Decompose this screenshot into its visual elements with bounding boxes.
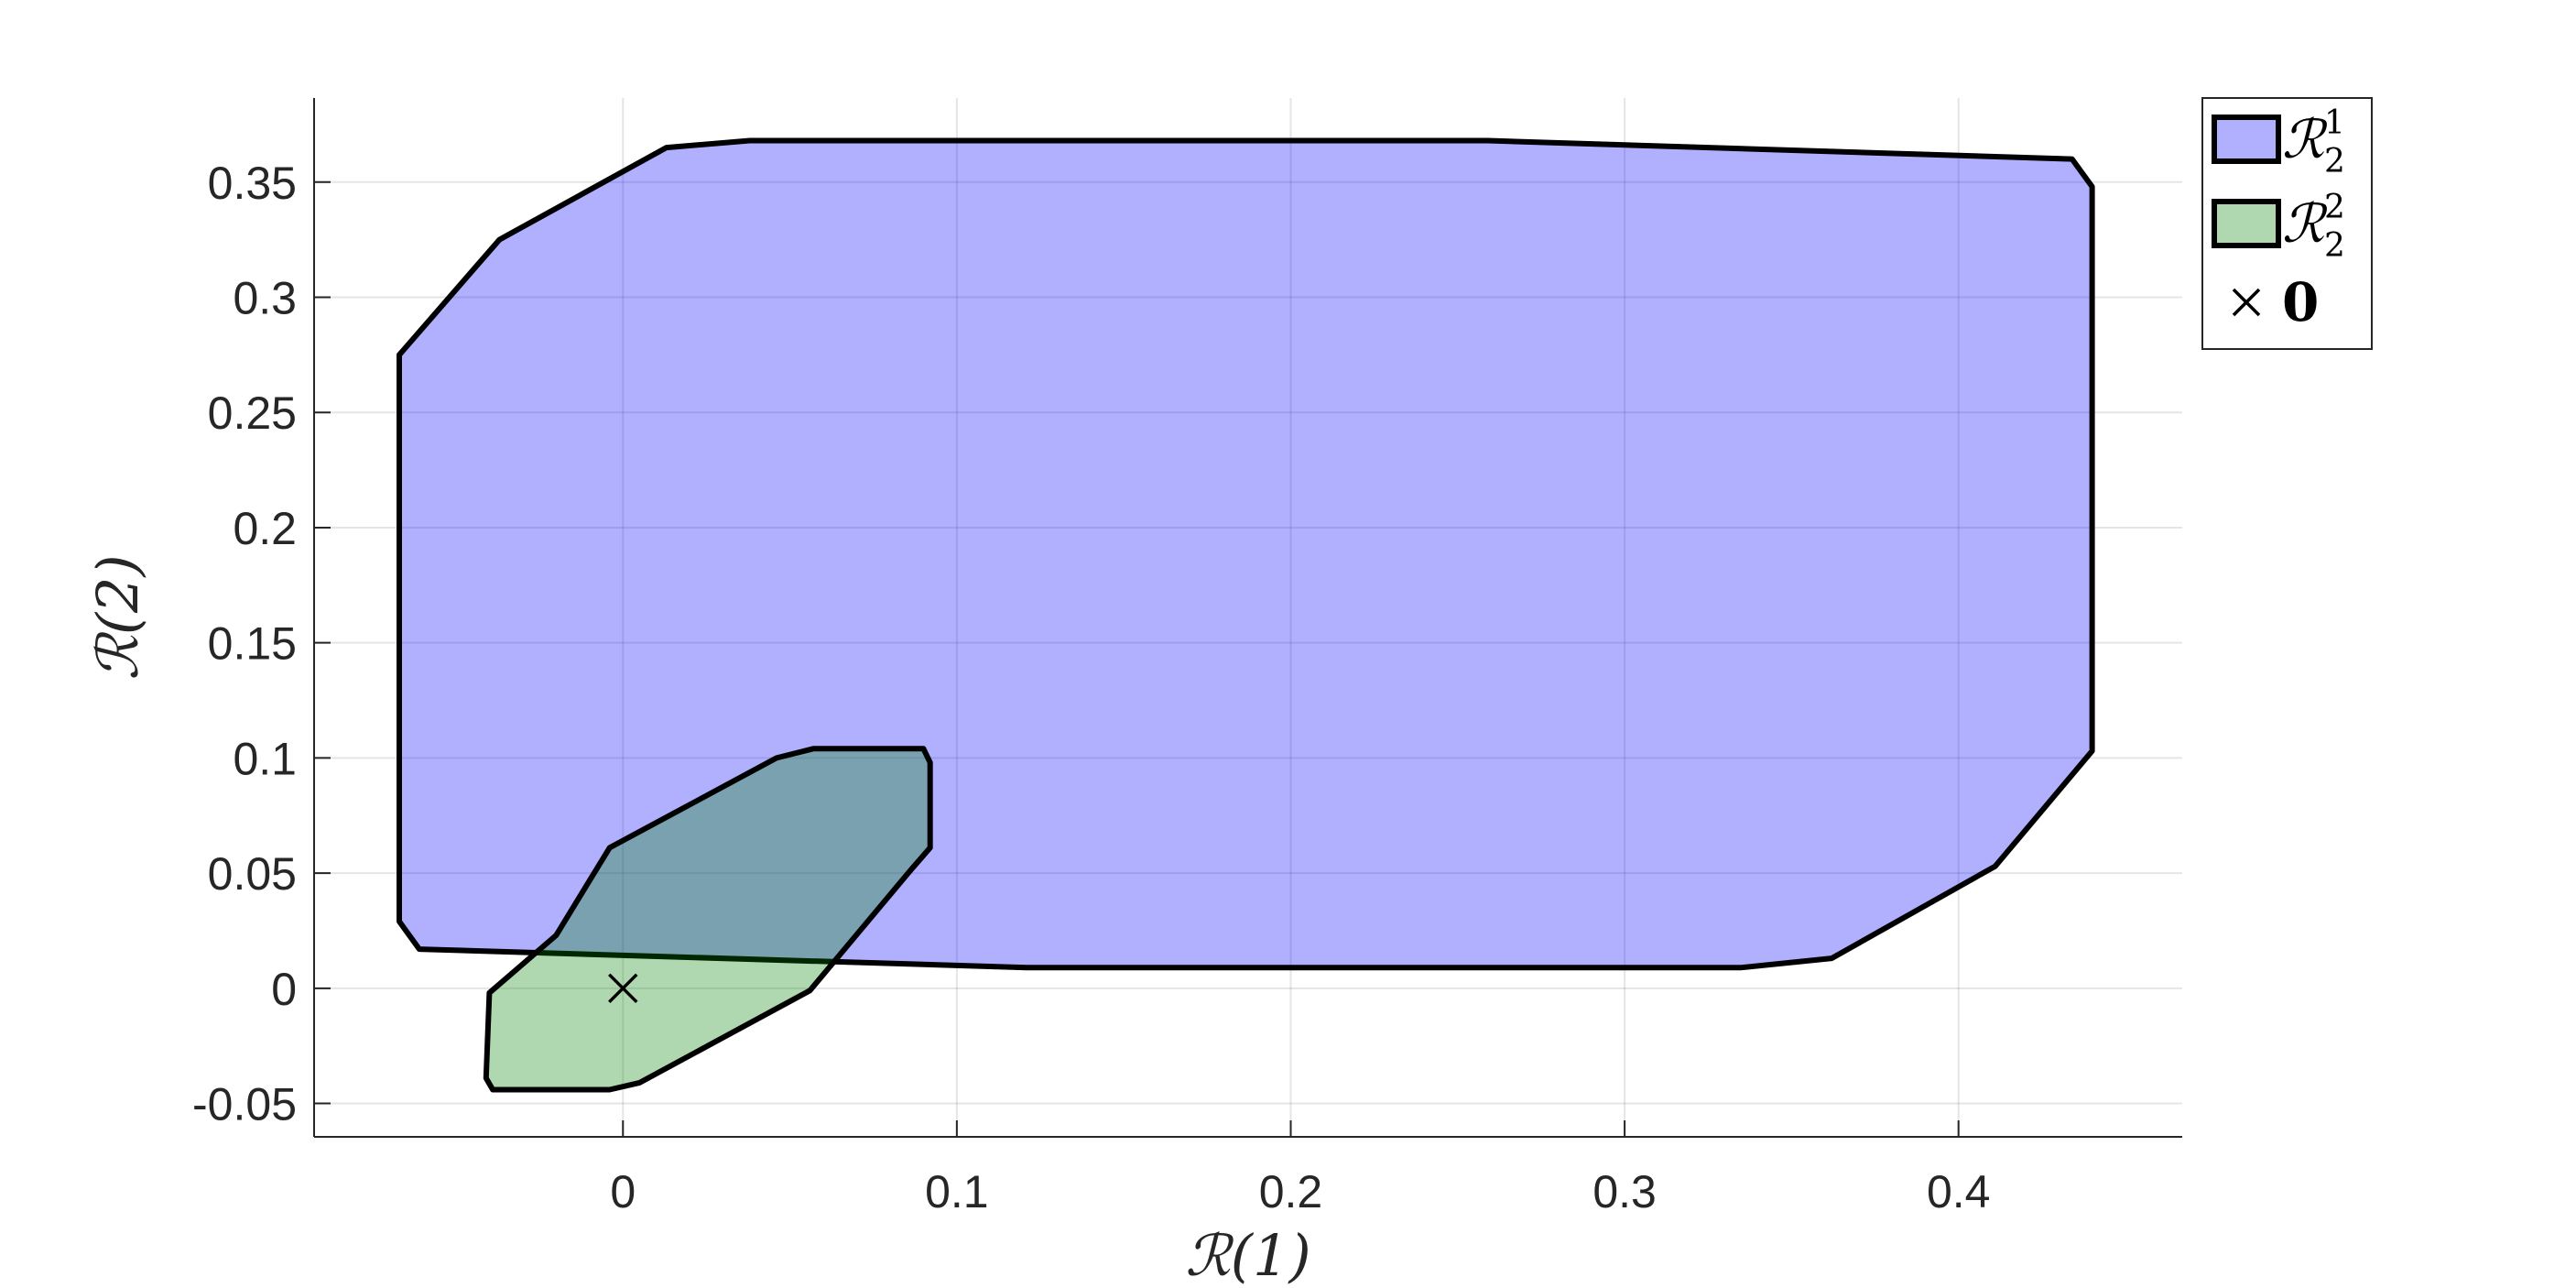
grid-lines <box>314 98 2182 1137</box>
legend-swatch <box>2212 199 2281 248</box>
x-axis-label: ℛ(1) <box>1185 1222 1310 1288</box>
x-tick-label: 0.1 <box>925 1166 989 1217</box>
y-tick-label: 0.2 <box>233 503 297 554</box>
legend-superscript: 1 <box>2324 104 2345 142</box>
markers <box>608 973 638 1004</box>
x-tick-label: 0.3 <box>1592 1166 1657 1217</box>
legend-subscript: 2 <box>2324 143 2345 180</box>
y-tick-label: 0 <box>271 964 297 1015</box>
y-tick-label: 0.3 <box>233 272 297 323</box>
legend-label: ℛ <box>2282 108 2328 170</box>
y-tick-label: -0.05 <box>192 1079 297 1130</box>
legend: ℛ 12ℛ 22𝟎 <box>2201 97 2373 350</box>
x-ticks: 0 0.1 0.2 0.3 0.4 <box>610 1120 1990 1217</box>
x-tick-label: 0 <box>610 1166 636 1217</box>
y-tick-label: 0.25 <box>208 387 297 439</box>
legend-item-marker: 𝟎 <box>2232 271 2319 333</box>
legend-swatch <box>2212 115 2281 164</box>
y-tick-label: 0.35 <box>208 158 297 209</box>
x-tick-label: 0.4 <box>1927 1166 1991 1217</box>
legend-box <box>2201 97 2373 350</box>
legend-superscript: 2 <box>2324 189 2345 226</box>
y-tick-label: 0.05 <box>208 848 297 900</box>
y-axis-label: ℛ(2) <box>84 554 151 680</box>
legend-marker-label: 𝟎 <box>2282 271 2319 333</box>
legend-item-region-2: ℛ 22 <box>2212 189 2345 265</box>
regions <box>397 137 2095 1093</box>
legend-label: ℛ <box>2282 192 2328 255</box>
region-2 <box>483 746 933 1093</box>
legend-subscript: 2 <box>2324 227 2345 265</box>
axes <box>313 98 2182 1138</box>
x-tick-label: 0.2 <box>1259 1166 1323 1217</box>
y-tick-label: 0.1 <box>233 733 297 784</box>
plot-area-background <box>314 98 2182 1137</box>
legend-item-region-1: ℛ 12 <box>2212 104 2345 180</box>
region-1 <box>397 137 2095 971</box>
origin-marker <box>608 973 638 1004</box>
y-ticks: -0.05 0 0.05 0.1 0.15 0.2 0.25 0.3 0.35 <box>192 158 331 1130</box>
y-tick-label: 0.15 <box>208 618 297 670</box>
